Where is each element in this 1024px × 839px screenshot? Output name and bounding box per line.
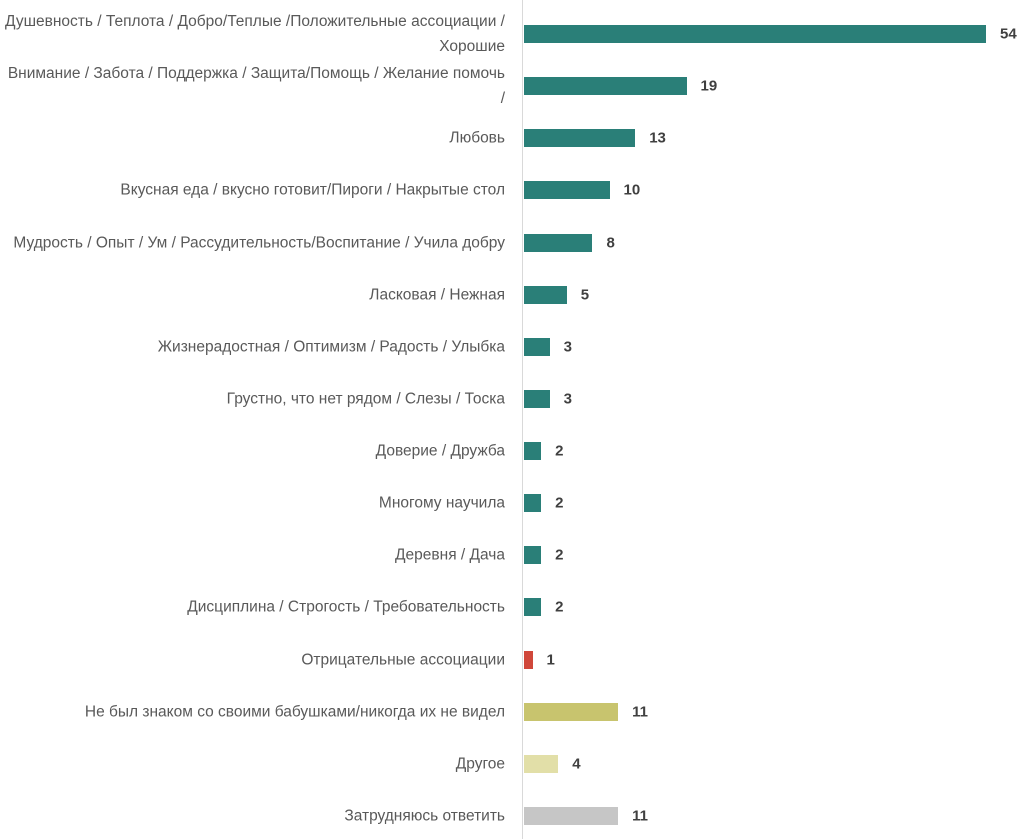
bar (524, 77, 687, 96)
category-label: Внимание / Забота / Поддержка / Защита/П… (7, 65, 505, 108)
value-label: 5 (580, 286, 590, 304)
bar (524, 754, 559, 773)
value-label: 3 (563, 390, 572, 408)
value-label: 11 (632, 703, 648, 721)
value-label: 10 (623, 181, 641, 199)
category-label: Затрудняюсь ответить (344, 807, 505, 825)
category-label: Доверие / Дружба (375, 442, 505, 460)
value-label: 2 (555, 598, 564, 616)
category-label: Другое (455, 755, 505, 773)
bar (524, 25, 986, 43)
value-label: 4 (572, 755, 581, 773)
value-label: 8 (606, 234, 615, 252)
axis-line (522, 0, 523, 839)
value-label: 1 (546, 651, 555, 669)
category-label: Мудрость / Опыт / Ум / Рассудительность/… (13, 234, 505, 252)
bar (524, 494, 542, 513)
value-label: 54 (1000, 25, 1017, 43)
value-label: 11 (632, 807, 648, 825)
category-label: Любовь (449, 129, 505, 147)
bar (524, 285, 567, 304)
bar (524, 806, 619, 825)
bar (524, 598, 542, 617)
category-label: Отрицательные ассоциации (301, 651, 505, 669)
value-label: 3 (563, 338, 572, 356)
bar (524, 650, 533, 669)
category-label: Не был знаком со своими бабушками/никогд… (84, 703, 505, 721)
category-label: Многому научила (378, 494, 505, 512)
bar (524, 389, 550, 408)
value-label: 19 (700, 77, 718, 95)
bar (524, 233, 593, 252)
value-label: 13 (649, 129, 666, 147)
category-label: Ласковая / Нежная (369, 286, 505, 304)
value-label: 2 (555, 546, 564, 564)
bar (524, 181, 610, 200)
bar (524, 442, 542, 461)
category-label: Деревня / Дача (395, 546, 505, 564)
bar (524, 702, 619, 721)
category-label: Грустно, что нет рядом / Слезы / Тоска (226, 390, 505, 408)
category-label: Жизнерадостная / Оптимизм / Радость / Ул… (157, 338, 505, 356)
category-label: Душевность / Теплота / Добро/Теплые /Пол… (5, 13, 505, 55)
bar (524, 129, 636, 148)
value-label: 2 (555, 442, 564, 460)
category-label: Вкусная еда / вкусно готовит/Пироги / На… (120, 181, 505, 199)
category-label: Дисциплина / Строгость / Требовательност… (187, 598, 505, 616)
bar (524, 337, 550, 356)
bar (524, 546, 542, 565)
value-label: 2 (555, 494, 564, 512)
